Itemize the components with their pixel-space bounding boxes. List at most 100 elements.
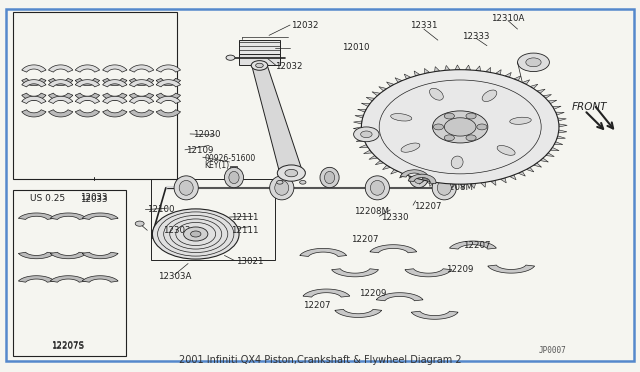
Text: 2001 Infiniti QX4 Piston,Crankshaft & Flywheel Diagram 2: 2001 Infiniti QX4 Piston,Crankshaft & Fl… xyxy=(179,355,461,365)
Polygon shape xyxy=(156,78,180,86)
Circle shape xyxy=(226,55,235,60)
Circle shape xyxy=(466,113,476,119)
Polygon shape xyxy=(22,78,46,86)
Polygon shape xyxy=(129,65,154,72)
Polygon shape xyxy=(383,165,390,170)
Polygon shape xyxy=(362,103,370,106)
Polygon shape xyxy=(156,96,180,103)
Polygon shape xyxy=(514,76,521,81)
Polygon shape xyxy=(82,252,118,259)
Ellipse shape xyxy=(371,180,385,195)
Ellipse shape xyxy=(437,180,451,195)
Polygon shape xyxy=(548,100,557,104)
Ellipse shape xyxy=(174,176,198,200)
Circle shape xyxy=(477,124,487,130)
Text: 12303A: 12303A xyxy=(158,272,191,281)
Text: 12310A: 12310A xyxy=(492,13,525,22)
Polygon shape xyxy=(460,184,465,189)
Polygon shape xyxy=(156,93,180,100)
Polygon shape xyxy=(129,93,154,100)
Text: 12208M: 12208M xyxy=(438,183,473,192)
Polygon shape xyxy=(156,80,180,87)
Polygon shape xyxy=(449,241,497,249)
Polygon shape xyxy=(82,213,118,219)
Text: 12303: 12303 xyxy=(163,226,190,235)
Polygon shape xyxy=(76,78,100,86)
Circle shape xyxy=(444,135,454,141)
Polygon shape xyxy=(526,167,534,172)
Polygon shape xyxy=(559,130,567,133)
Polygon shape xyxy=(554,142,563,145)
Text: 12207: 12207 xyxy=(414,202,442,211)
Text: 00926-51600: 00926-51600 xyxy=(204,154,255,163)
Ellipse shape xyxy=(225,167,244,187)
Polygon shape xyxy=(76,80,100,87)
Polygon shape xyxy=(353,127,362,130)
Polygon shape xyxy=(556,112,564,115)
Polygon shape xyxy=(518,171,525,176)
Circle shape xyxy=(518,53,549,71)
Ellipse shape xyxy=(390,113,412,121)
Polygon shape xyxy=(372,92,380,96)
Polygon shape xyxy=(537,89,545,93)
Polygon shape xyxy=(51,213,86,219)
Ellipse shape xyxy=(413,171,424,184)
Polygon shape xyxy=(540,158,548,162)
Wedge shape xyxy=(408,174,436,184)
Text: 12331: 12331 xyxy=(410,21,438,30)
Polygon shape xyxy=(387,82,394,86)
Polygon shape xyxy=(76,65,100,72)
Polygon shape xyxy=(51,276,86,282)
Text: 12033: 12033 xyxy=(80,193,108,202)
Text: 12111: 12111 xyxy=(231,213,259,222)
Polygon shape xyxy=(509,175,516,180)
Polygon shape xyxy=(129,78,154,86)
Polygon shape xyxy=(550,147,559,151)
Polygon shape xyxy=(102,110,127,117)
Polygon shape xyxy=(102,96,127,103)
Polygon shape xyxy=(424,68,429,74)
Polygon shape xyxy=(364,150,372,154)
Text: 12033: 12033 xyxy=(80,195,108,204)
Text: 12032: 12032 xyxy=(291,21,319,30)
Polygon shape xyxy=(354,133,363,136)
Polygon shape xyxy=(82,276,118,282)
Polygon shape xyxy=(49,93,73,100)
Text: 12109: 12109 xyxy=(186,147,214,155)
Text: 12030: 12030 xyxy=(193,130,220,139)
Circle shape xyxy=(285,169,298,177)
Polygon shape xyxy=(129,80,154,87)
Polygon shape xyxy=(476,66,481,71)
Polygon shape xyxy=(102,78,127,86)
Text: 13021: 13021 xyxy=(236,257,264,266)
Polygon shape xyxy=(76,96,100,103)
Polygon shape xyxy=(500,178,506,183)
Ellipse shape xyxy=(482,90,497,102)
Circle shape xyxy=(152,209,239,259)
Polygon shape xyxy=(543,94,552,98)
Bar xyxy=(13,190,125,356)
Polygon shape xyxy=(491,180,496,185)
Ellipse shape xyxy=(497,145,515,155)
Ellipse shape xyxy=(429,88,444,100)
Polygon shape xyxy=(404,74,411,79)
Polygon shape xyxy=(405,269,452,277)
Text: 12209: 12209 xyxy=(445,264,473,273)
Circle shape xyxy=(300,180,306,184)
Polygon shape xyxy=(450,184,455,189)
Ellipse shape xyxy=(324,171,335,184)
Polygon shape xyxy=(399,173,406,178)
Circle shape xyxy=(191,231,201,237)
Text: 12207: 12207 xyxy=(303,301,331,311)
Polygon shape xyxy=(49,65,73,72)
Polygon shape xyxy=(495,70,501,75)
Polygon shape xyxy=(395,78,402,83)
Polygon shape xyxy=(522,80,530,84)
Polygon shape xyxy=(412,311,458,319)
Polygon shape xyxy=(156,65,180,72)
Polygon shape xyxy=(22,110,46,117)
Bar xyxy=(13,13,177,179)
Circle shape xyxy=(184,227,208,241)
Ellipse shape xyxy=(229,171,239,184)
Ellipse shape xyxy=(409,167,428,187)
